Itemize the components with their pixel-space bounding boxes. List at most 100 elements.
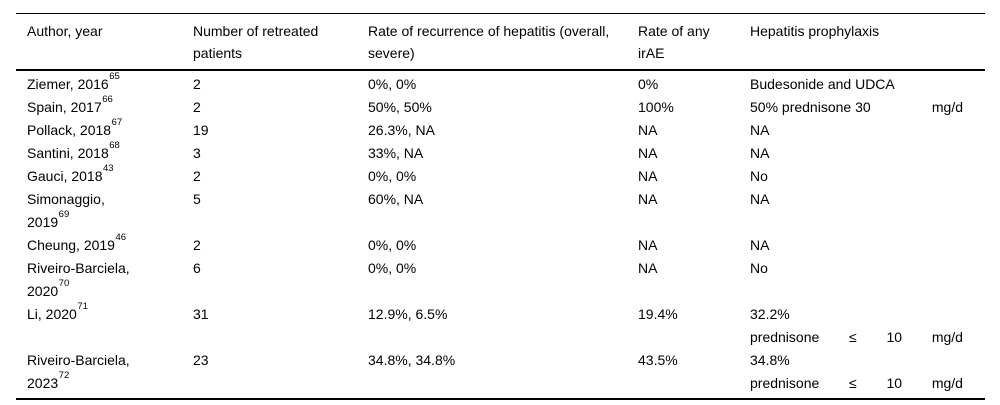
irae-cell: 19.4%: [638, 306, 678, 322]
prophylaxis-line: No: [750, 260, 768, 276]
prophylaxis-justified-line: prednisone ≤10 mg/d: [750, 326, 963, 349]
irae-cell: NA: [638, 168, 658, 184]
author-line: Simonaggio,: [27, 191, 105, 207]
irae-cell: 43.5%: [638, 352, 678, 368]
header-label: Author, year: [27, 23, 103, 39]
prophylaxis-part: mg/d: [931, 329, 963, 345]
recurrence-cell: 0%, 0%: [368, 260, 417, 276]
recurrence-cell: 0%, 0%: [368, 237, 417, 253]
author-line: 201969: [27, 208, 70, 230]
study-table-container: Author, year Number of retreated patient…: [16, 13, 985, 400]
header-label: Hepatitis prophylaxis: [750, 23, 880, 39]
prophylaxis-line: Budesonide and UDCA: [750, 76, 895, 92]
table-body: Ziemer, 201665 2 0%, 0% 0% Budesonide and UD…: [16, 70, 985, 399]
reference-superscript: 67: [111, 116, 123, 128]
recurrence-cell: 12.9%, 6.5%: [368, 306, 448, 322]
hepatitis-retreatment-table: Author, year Number of retreated patient…: [16, 13, 985, 400]
prophylaxis-justified-line: prednisone ≤10 mg/d: [750, 372, 963, 395]
prophylaxis-cell: Budesonide and UDCA: [750, 70, 985, 96]
author-line: Gauci, 201843: [27, 162, 114, 184]
reference-superscript: 43: [103, 162, 114, 174]
author-line: Santini, 201868: [27, 139, 120, 161]
reference-superscript: 65: [109, 70, 120, 82]
prophylaxis-line: No: [750, 168, 768, 184]
patients-cell: 2: [193, 99, 201, 115]
patients-cell: 31: [193, 306, 209, 322]
header-irae-rate: Rate of any irAE: [638, 13, 750, 71]
header-label: Number of retreated patients: [193, 23, 319, 61]
table-row: Riveiro-Barciela, 202070 6 0%, 0% NA No: [16, 257, 985, 303]
table-row: Ziemer, 201665 2 0%, 0% 0% Budesonide and UD…: [16, 70, 985, 96]
author-cell: Cheung, 201946: [16, 231, 193, 257]
table-row: Li, 202071 31 12.9%, 6.5% 19.4% 32.2% prednis…: [16, 300, 985, 349]
prophylaxis-cell: NA: [750, 188, 985, 234]
author-line: Spain, 201766: [27, 93, 113, 115]
author-line: Li, 202071: [27, 300, 88, 322]
irae-cell: 0%: [638, 76, 659, 92]
irae-cell: NA: [638, 237, 658, 253]
author-line: 202070: [27, 277, 70, 299]
irae-cell: NA: [638, 122, 658, 138]
patients-cell: 23: [193, 352, 209, 368]
prophylaxis-part: ≤: [849, 329, 857, 345]
prophylaxis-line: NA: [750, 145, 770, 161]
header-author-year: Author, year: [16, 13, 193, 71]
prophylaxis-part: 50% prednisone 30: [750, 99, 871, 115]
recurrence-cell: 50%, 50%: [368, 99, 432, 115]
recurrence-cell: 33%, NA: [368, 145, 424, 161]
recurrence-cell: 0%, 0%: [368, 168, 417, 184]
patients-cell: 19: [193, 122, 209, 138]
recurrence-cell: 0%, 0%: [368, 76, 417, 92]
header-number-retreated: Number of retreated patients: [193, 13, 368, 71]
prophylaxis-cell: NA: [750, 142, 985, 165]
author-line: Pollack, 201867: [27, 116, 123, 138]
author-cell: Pollack, 201867: [16, 116, 193, 142]
irae-cell: 100%: [638, 99, 674, 115]
prophylaxis-line: NA: [750, 237, 770, 253]
prophylaxis-part: prednisone: [750, 375, 820, 391]
patients-cell: 3: [193, 145, 201, 161]
header-label: Rate of any irAE: [638, 23, 710, 61]
author-cell: Riveiro-Barciela, 202070: [16, 257, 193, 303]
author-line: Cheung, 201946: [27, 231, 127, 253]
prophylaxis-line: NA: [750, 191, 770, 207]
patients-cell: 6: [193, 260, 201, 276]
author-cell: Santini, 201868: [16, 139, 193, 165]
prophylaxis-cell: No: [750, 257, 985, 303]
prophylaxis-justified-line: 50% prednisone 30 mg/d: [750, 96, 963, 119]
header-label: Rate of recurrence of hepatitis (overall…: [368, 23, 610, 61]
prophylaxis-cell: 34.8% prednisone ≤10 mg/d: [750, 349, 985, 399]
table-row: Spain, 201766 2 50%, 50% 100% 50% prednisone…: [16, 93, 985, 119]
table-row: Riveiro-Barciela, 202372 23 34.8%, 34.8% 43.…: [16, 349, 985, 399]
reference-superscript: 71: [77, 300, 88, 312]
reference-superscript: 66: [102, 93, 113, 105]
table-row: Pollack, 201867 19 26.3%, NA NA NA: [16, 116, 985, 142]
author-line: Riveiro-Barciela,: [27, 352, 130, 368]
reference-superscript: 69: [58, 208, 70, 220]
header-prophylaxis: Hepatitis prophylaxis: [750, 13, 985, 71]
patients-cell: 5: [193, 191, 201, 207]
prophylaxis-part: ≤: [849, 375, 857, 391]
prophylaxis-cell: No: [750, 165, 985, 188]
author-cell: Riveiro-Barciela, 202372: [16, 349, 193, 399]
prophylaxis-part: mg/d: [931, 99, 963, 115]
author-line: Riveiro-Barciela,: [27, 260, 130, 276]
reference-superscript: 46: [115, 231, 127, 243]
reference-superscript: 72: [58, 369, 70, 381]
prophylaxis-part: 10: [886, 375, 903, 391]
irae-cell: NA: [638, 191, 658, 207]
patients-cell: 2: [193, 76, 201, 92]
patients-cell: 2: [193, 237, 201, 253]
prophylaxis-line: 34.8%: [750, 352, 790, 368]
patients-cell: 2: [193, 168, 201, 184]
table-row: Gauci, 201843 2 0%, 0% NA No: [16, 162, 985, 188]
recurrence-cell: 26.3%, NA: [368, 122, 435, 138]
author-cell: Spain, 201766: [16, 93, 193, 119]
author-cell: Li, 202071: [16, 300, 193, 349]
header-row: Author, year Number of retreated patient…: [16, 13, 985, 71]
irae-cell: NA: [638, 145, 658, 161]
author-cell: Simonaggio, 201969: [16, 188, 193, 234]
irae-cell: NA: [638, 260, 658, 276]
table-row: Cheung, 201946 2 0%, 0% NA NA: [16, 231, 985, 257]
prophylaxis-cell: 32.2% prednisone ≤10 mg/d: [750, 303, 985, 349]
